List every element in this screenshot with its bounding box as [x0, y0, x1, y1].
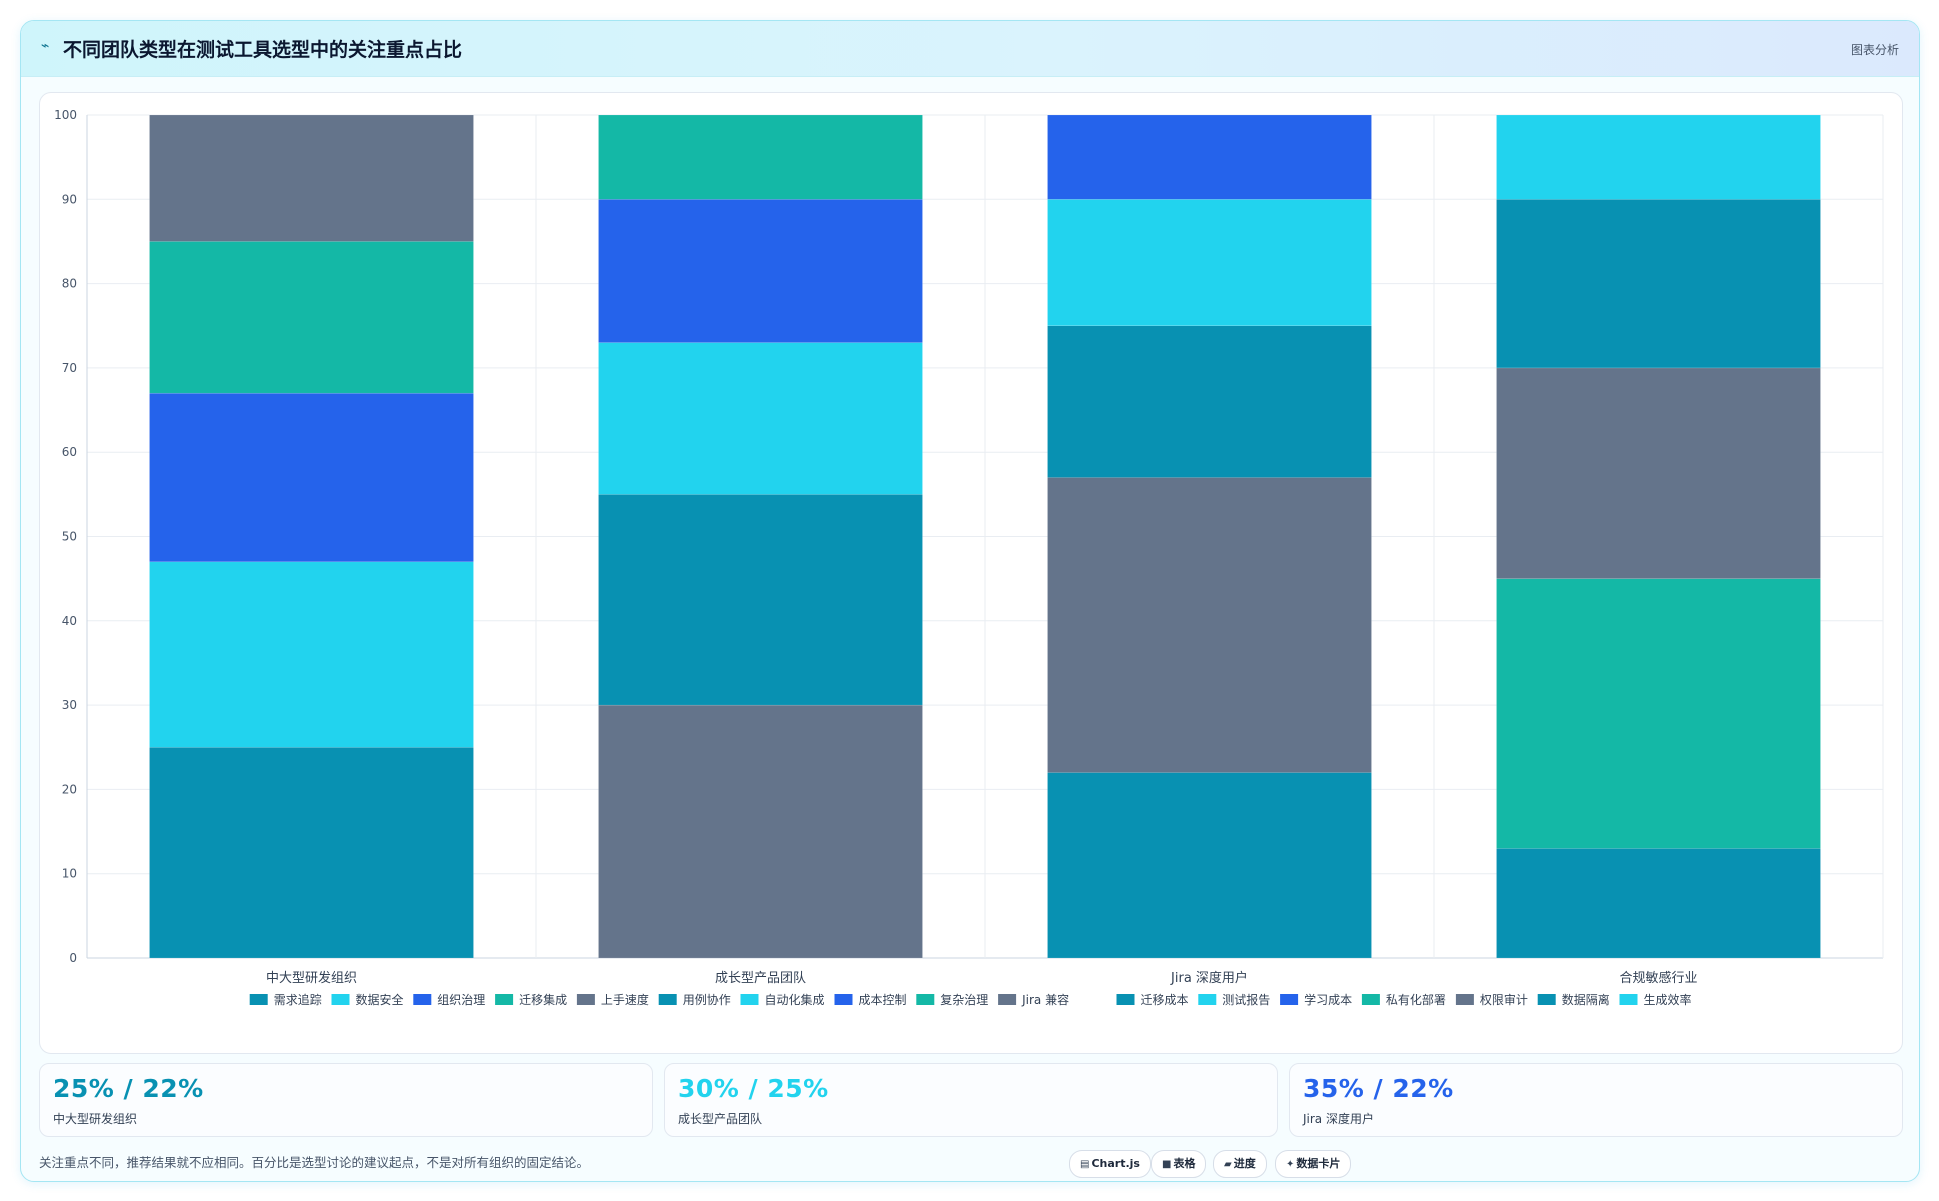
chart-card: ⌁ 不同团队类型在测试工具选型中的关注重点占比 图表分析 0 10 20 30 40 50… [20, 20, 1920, 1182]
chart-icon: ▤ [1080, 1159, 1090, 1170]
bar-segment [149, 747, 474, 959]
y-tick-label: 10 [62, 867, 77, 881]
bar-segment [1047, 772, 1372, 959]
legend-label: 私有化部署 [1386, 992, 1446, 1007]
chart-panel: 0 10 20 30 40 50 60 70 80 90 100 中大型研发组织 成长型产品团队 Jira… [39, 92, 1903, 1054]
stat-label: Jira 深度用户 [1303, 1112, 1374, 1126]
legend-swatch [998, 994, 1017, 1005]
chip-table[interactable]: ■ 表格 [1151, 1150, 1207, 1178]
trend-icon: ⌁ [41, 38, 50, 54]
y-tick-label: 50 [62, 530, 77, 544]
chip-chartjs[interactable]: ▤ Chart.js [1069, 1150, 1151, 1178]
legend-label: 权限审计 [1480, 992, 1528, 1007]
legend-swatch [916, 994, 935, 1005]
legend-swatch [331, 994, 350, 1005]
legend-swatch [1198, 994, 1217, 1005]
y-tick-label: 80 [62, 277, 77, 291]
legend-swatch [834, 994, 853, 1005]
legend-label: 需求追踪 [274, 992, 322, 1007]
x-category-label: 合规敏感行业 [1619, 970, 1697, 986]
legend-swatch [413, 994, 432, 1005]
legend-label: 迁移成本 [1141, 993, 1189, 1007]
chip-progress[interactable]: ▰ 进度 [1213, 1150, 1267, 1178]
stat-card: 30% / 25% 成长型产品团队 [664, 1063, 1278, 1137]
chip-label: 表格 [1173, 1157, 1196, 1170]
legend-label: 组织治理 [437, 993, 485, 1007]
x-category-label: 中大型研发组织 [266, 970, 357, 986]
legend-label: 测试报告 [1222, 992, 1270, 1007]
chart-analysis-tag: 图表分析 [1850, 43, 1899, 57]
legend-label: 数据安全 [356, 992, 404, 1007]
stat-label: 中大型研发组织 [53, 1112, 138, 1126]
legend-label: 迁移集成 [519, 992, 567, 1007]
x-category-label: 成长型产品团队 [715, 971, 806, 986]
bar-segment [1496, 578, 1821, 849]
y-tick-label: 90 [62, 192, 77, 206]
bar-segment [598, 114, 923, 200]
y-tick-label: 0 [69, 951, 77, 965]
bar-segment [1047, 114, 1372, 200]
footnote: 关注重点不同，推荐结果就不应相同。百分比是选型讨论的建议起点，不是对所有组织的固… [39, 1155, 590, 1170]
legend-swatch [495, 994, 514, 1005]
stacked-bar-chart: 0 10 20 30 40 50 60 70 80 90 100 中大型研发组织 成长型产品团队 Jira… [54, 108, 1884, 1007]
y-tick-label: 60 [62, 445, 77, 459]
bar-segment [598, 704, 923, 959]
y-tick-label: 20 [62, 782, 77, 796]
legend-label: 上手速度 [601, 992, 649, 1007]
legend-label: 数据隔离 [1562, 992, 1610, 1007]
legend-swatch [1455, 994, 1474, 1005]
chip-label: 数据卡片 [1296, 1157, 1341, 1170]
legend-label: 复杂治理 [940, 993, 988, 1007]
legend-label: 成本控制 [859, 993, 907, 1007]
bar-segment [1047, 199, 1372, 326]
stat-value: 35% / 22% [1303, 1074, 1454, 1103]
legend-label: 自动化集成 [765, 992, 825, 1007]
page-title: 不同团队类型在测试工具选型中的关注重点占比 [63, 39, 463, 61]
chip-label: Chart.js [1091, 1157, 1140, 1170]
legend-swatch [249, 994, 268, 1005]
bar-segment [1496, 114, 1821, 200]
table-icon: ■ [1162, 1159, 1172, 1170]
y-tick-label: 70 [62, 361, 77, 375]
x-category-label: Jira 深度用户 [1170, 970, 1248, 986]
stat-label: 成长型产品团队 [678, 1112, 763, 1126]
bar-segment [1496, 367, 1821, 579]
progress-icon: ▰ [1224, 1159, 1232, 1170]
legend-label: 学习成本 [1304, 992, 1352, 1007]
legend-swatch [658, 994, 677, 1005]
bar-segment [149, 241, 474, 394]
bar-segment [1047, 325, 1372, 478]
stat-value: 30% / 25% [678, 1074, 829, 1103]
legend-swatch [1619, 994, 1638, 1005]
chip-data-card[interactable]: ✦ 数据卡片 [1275, 1150, 1352, 1178]
legend-swatch [576, 994, 595, 1005]
legend-label: Jira 兼容 [1021, 992, 1069, 1007]
bar-segment [149, 392, 474, 563]
chip-label: 进度 [1233, 1157, 1256, 1170]
legend-swatch [740, 994, 759, 1005]
stat-card: 35% / 22% Jira 深度用户 [1289, 1063, 1903, 1137]
card-header: ⌁ 不同团队类型在测试工具选型中的关注重点占比 图表分析 [21, 21, 1919, 77]
legend-label: 用例协作 [683, 992, 731, 1007]
bar-segment [1496, 199, 1821, 369]
stat-value: 25% / 22% [53, 1074, 204, 1103]
y-tick-label: 40 [62, 614, 77, 628]
bar-segment [1496, 848, 1821, 959]
bar-segment [598, 494, 923, 706]
legend-swatch [1280, 994, 1299, 1005]
legend-swatch [1537, 994, 1556, 1005]
card-icon: ✦ [1286, 1159, 1295, 1170]
legend-label: 生成效率 [1644, 992, 1692, 1007]
bar-segment [149, 561, 474, 748]
y-tick-label: 100 [54, 108, 77, 122]
bar-segment [149, 114, 474, 242]
legend-swatch [1116, 994, 1135, 1005]
bar-segment [598, 342, 923, 495]
stat-card: 25% / 22% 中大型研发组织 [39, 1063, 653, 1137]
y-tick-label: 30 [62, 698, 77, 712]
legend-swatch [1361, 994, 1380, 1005]
stat-cards: 25% / 22% 中大型研发组织 30% / 25% 成长型产品团队 35% … [39, 1063, 1903, 1137]
bar-segment [598, 199, 923, 343]
bar-segment [1047, 477, 1372, 773]
